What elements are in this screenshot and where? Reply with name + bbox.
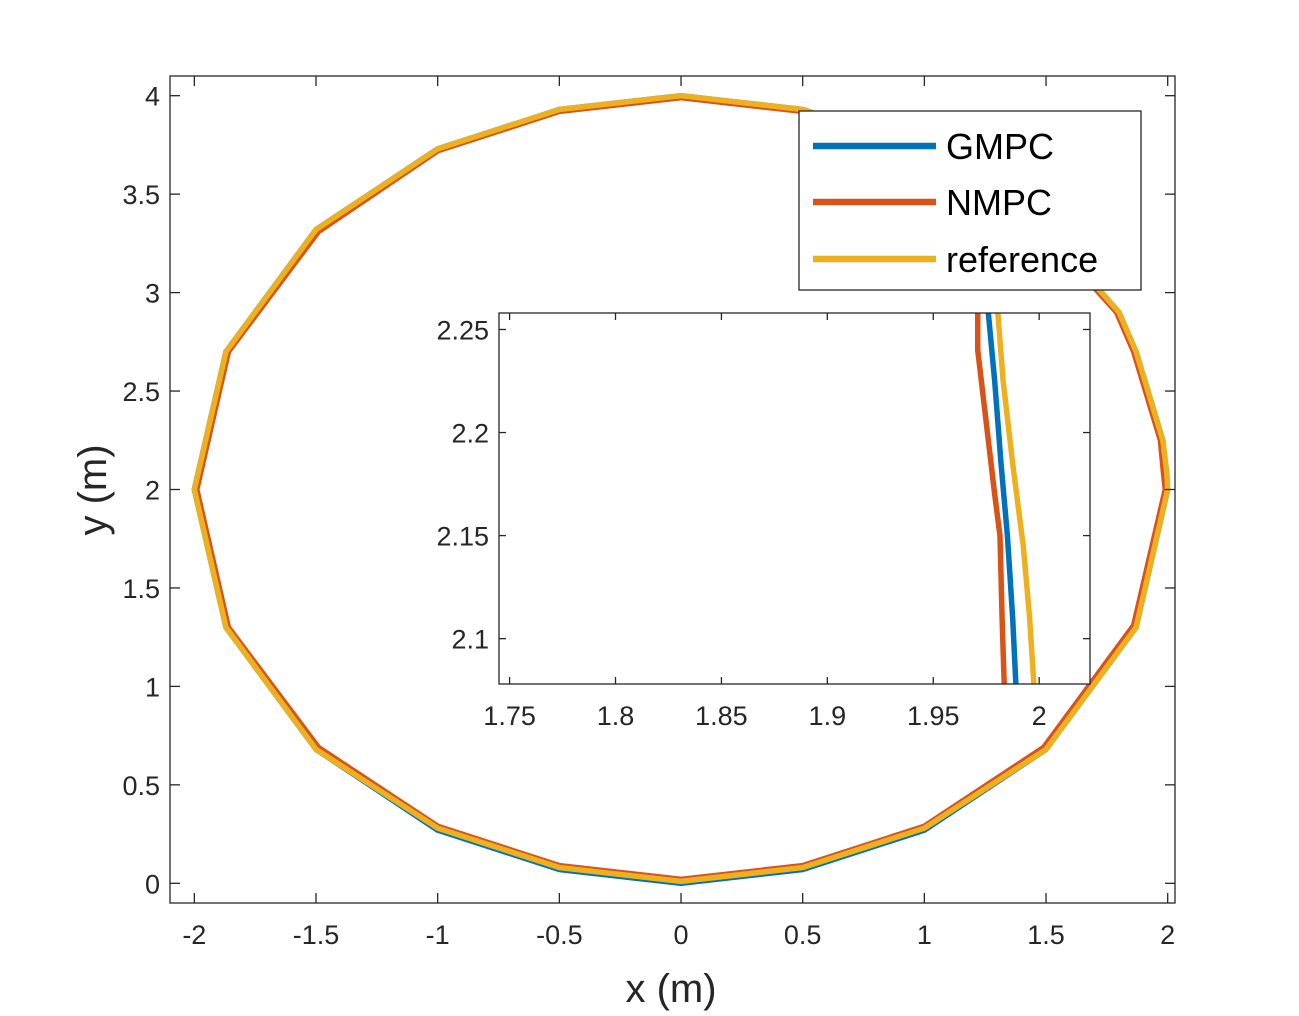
main-y-tick-label: 3.5 xyxy=(122,180,160,210)
inset-y-tick-label: 2.1 xyxy=(451,625,489,655)
x-axis-label: x (m) xyxy=(625,967,716,1011)
inset-axes-frame xyxy=(498,312,1091,685)
inset-x-tick-label: 1.75 xyxy=(483,701,536,731)
main-x-tick-label: -1 xyxy=(426,920,450,950)
inset-plot-lines xyxy=(974,313,1037,684)
main-y-tick-label: 0 xyxy=(145,869,160,899)
main-y-tick-label: 2 xyxy=(145,476,160,506)
inset-y-tick-label: 2.15 xyxy=(436,522,489,552)
main-x-tick-label: -0.5 xyxy=(536,920,583,950)
inset-x-tick-label: 1.85 xyxy=(695,701,748,731)
main-x-tick-label: 1.5 xyxy=(1027,920,1065,950)
inset-x-ticks: 1.75 1.8 1.85 1.9 1.95 2 xyxy=(483,313,1047,731)
y-axis-label: y (m) xyxy=(71,444,115,535)
legend-label-reference: reference xyxy=(946,239,1098,280)
main-x-tick-label: 1 xyxy=(917,920,932,950)
main-y-tick-label: 0.5 xyxy=(122,771,160,801)
main-x-tick-label: 2 xyxy=(1160,920,1175,950)
inset-y-tick-label: 2.25 xyxy=(436,315,489,345)
legend-label-gmpc: GMPC xyxy=(946,126,1054,167)
inset-y-ticks: 2.1 2.15 2.2 2.25 xyxy=(436,315,1090,655)
legend-label-nmpc: NMPC xyxy=(946,182,1052,223)
main-x-tick-label: 0 xyxy=(674,920,689,950)
main-x-tick-label: -2 xyxy=(182,920,206,950)
main-x-tick-label: 0.5 xyxy=(784,920,822,950)
main-x-tick-label: -1.5 xyxy=(293,920,340,950)
inset-series-line-reference xyxy=(995,313,1037,684)
main-y-tick-label: 2.5 xyxy=(122,377,160,407)
inset-x-tick-label: 1.95 xyxy=(907,701,960,731)
main-x-ticks: -2 -1.5 -1 -0.5 0 0.5 1 1.5 2 xyxy=(182,76,1175,950)
inset-axes: 1.75 1.8 1.85 1.9 1.95 2 2.1 2.15 2.2 2.25 xyxy=(436,312,1091,731)
inset-x-tick-label: 1.9 xyxy=(809,701,847,731)
inset-y-tick-label: 2.2 xyxy=(451,419,489,449)
inset-series-line-gmpc xyxy=(985,313,1019,684)
main-y-tick-label: 1 xyxy=(145,672,160,702)
legend: GMPC NMPC reference xyxy=(798,110,1142,291)
main-y-tick-label: 4 xyxy=(145,82,160,112)
main-y-tick-label: 3 xyxy=(145,279,160,309)
main-y-ticks: 0 0.5 1 1.5 2 2.5 3 3.5 4 xyxy=(122,82,1175,899)
inset-x-tick-label: 2 xyxy=(1032,701,1047,731)
inset-series-line-nmpc xyxy=(974,313,1007,684)
main-y-tick-label: 1.5 xyxy=(122,574,160,604)
inset-x-tick-label: 1.8 xyxy=(597,701,635,731)
